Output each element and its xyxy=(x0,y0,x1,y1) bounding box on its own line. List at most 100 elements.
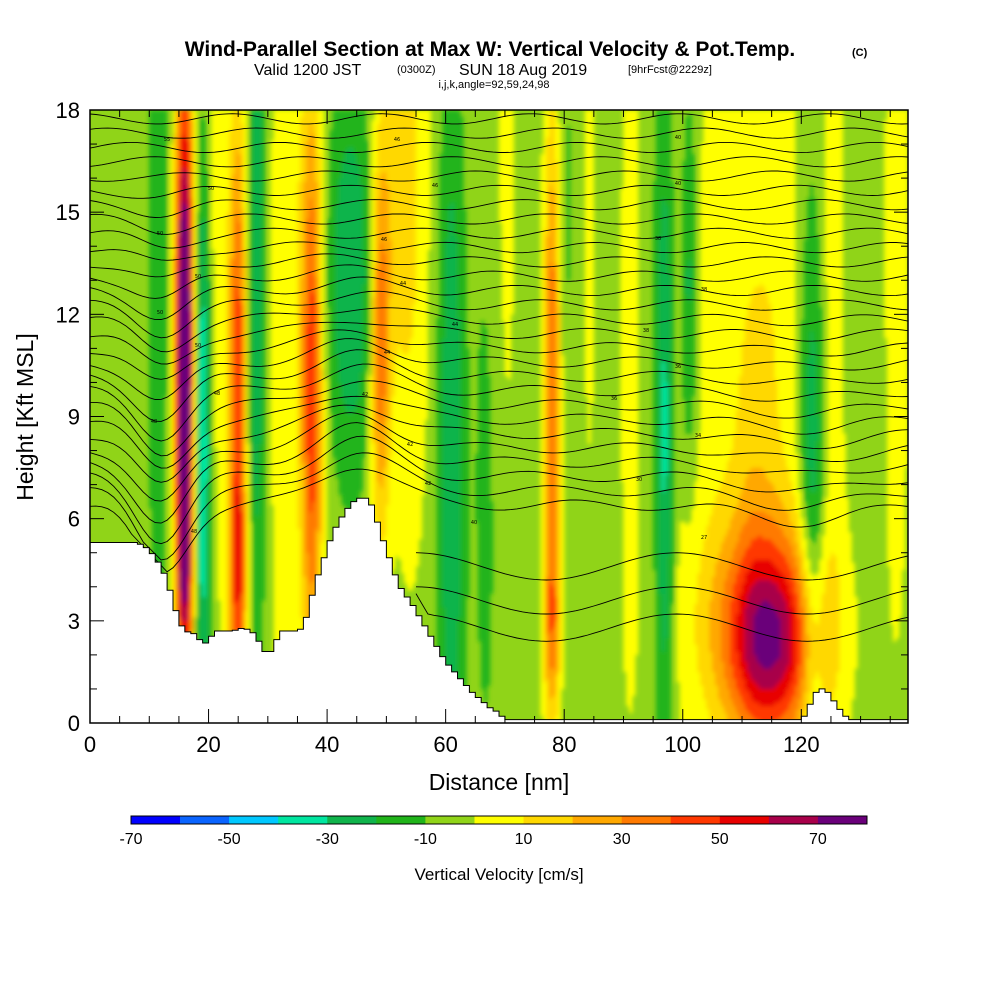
contour-label: 36 xyxy=(611,396,617,402)
colorbar-swatch xyxy=(817,816,868,824)
theta-contour xyxy=(90,404,908,483)
x-tick-label: 40 xyxy=(315,732,339,757)
contour-label: 40 xyxy=(471,520,477,526)
x-tick-label: 100 xyxy=(664,732,701,757)
colorbar-swatch xyxy=(474,816,524,824)
colorbar-swatch xyxy=(180,816,230,824)
contour-label: 46 xyxy=(381,237,387,243)
contour-label: 55 xyxy=(164,137,170,143)
contour-label: 50 xyxy=(208,186,214,192)
theta-contour xyxy=(90,127,908,139)
theta-contour xyxy=(90,290,908,339)
chart-title: Wind-Parallel Section at Max W: Vertical… xyxy=(185,38,796,61)
colorbar-swatch xyxy=(572,816,622,824)
plot-area: 55 50 50 50 50 50 48 48 48 46 46 46 44 44 44 42 42 42 40 40… xyxy=(90,110,908,723)
theta-contour xyxy=(90,113,908,125)
contour-label: 48 xyxy=(151,419,157,425)
colorbar-tick-label: 50 xyxy=(711,831,729,848)
grid-indices-label: i,j,k,angle=92,59,24,98 xyxy=(438,79,549,91)
colorbar-tick-label: -50 xyxy=(218,831,241,848)
x-axis-label: Distance [nm] xyxy=(429,769,570,795)
contour-label: 50 xyxy=(157,231,163,237)
theta-contour xyxy=(90,253,908,278)
theta-contour xyxy=(90,276,908,321)
theta-contour xyxy=(90,363,908,442)
theta-contour xyxy=(90,321,908,365)
copyright-mark: (C) xyxy=(852,47,868,59)
contour-label: 42 xyxy=(407,442,413,448)
forecast-label: [9hrFcst@2229z] xyxy=(628,64,712,76)
valid-time-utc: (0300Z) xyxy=(397,64,436,76)
theta-contour xyxy=(90,452,908,561)
contour-label: 46 xyxy=(432,183,438,189)
valid-time-date: SUN 18 Aug 2019 xyxy=(459,62,587,79)
colorbar-frame xyxy=(130,815,868,825)
contour-label: 48 xyxy=(191,529,197,535)
contour-label: 44 xyxy=(384,350,390,356)
theta-contour xyxy=(90,199,908,218)
theta-contour xyxy=(90,264,908,299)
colorbar-tick-label: 10 xyxy=(515,831,533,848)
colorbar-tick-label: -30 xyxy=(316,831,339,848)
theta-contour xyxy=(415,593,908,642)
y-tick-label: 18 xyxy=(56,98,80,123)
theta-contour xyxy=(90,468,908,573)
contour-label: 27 xyxy=(701,535,707,541)
contour-label: 42 xyxy=(425,481,431,487)
theta-contour xyxy=(415,552,908,581)
contour-label: 50 xyxy=(195,274,201,280)
contour-label: 50 xyxy=(195,343,201,349)
theta-contour xyxy=(90,380,908,457)
contour-label: 38 xyxy=(701,287,707,293)
y-tick-label: 15 xyxy=(56,200,80,225)
theta-contour xyxy=(130,110,883,111)
theta-contour xyxy=(90,422,908,524)
colorbar-swatch xyxy=(670,816,721,824)
contour-label: 38 xyxy=(643,328,649,334)
colorbar-tick-label: 70 xyxy=(809,831,827,848)
y-tick-label: 0 xyxy=(68,711,80,736)
contour-label: 36 xyxy=(675,364,681,370)
x-tick-label: 20 xyxy=(196,732,220,757)
colorbar-tick-label: -10 xyxy=(414,831,437,848)
colorbar-swatch xyxy=(621,816,672,824)
contour-label: 40 xyxy=(675,181,681,187)
colorbar-swatch xyxy=(719,816,770,824)
theta-contour xyxy=(90,241,908,261)
theta-contour xyxy=(90,170,908,182)
y-tick-label: 3 xyxy=(68,609,80,634)
theta-contour xyxy=(90,412,908,502)
contour-label: 30 xyxy=(636,477,642,483)
contour-label: 46 xyxy=(394,137,400,143)
contour-label: 44 xyxy=(400,281,406,287)
theta-contour xyxy=(90,156,908,168)
theta-contour xyxy=(415,586,908,615)
x-tick-label: 60 xyxy=(433,732,457,757)
colorbar-swatch xyxy=(327,816,377,824)
colorbar-swatch xyxy=(768,816,819,824)
theta-contour xyxy=(90,329,908,380)
colorbar: -70 -50 -30 -10 10 30 50 70 xyxy=(119,815,868,848)
x-tick-label: 120 xyxy=(783,732,820,757)
colorbar-label: Vertical Velocity [cm/s] xyxy=(414,865,583,884)
contour-label: 42 xyxy=(362,392,368,398)
contour-label: 40 xyxy=(675,135,681,141)
x-tick-label: 0 xyxy=(84,732,96,757)
theta-contour xyxy=(90,213,908,235)
y-axis-label: Height [Kft MSL] xyxy=(12,333,38,500)
contour-label: 34 xyxy=(695,433,701,439)
theta-contour xyxy=(90,338,908,400)
colorbar-swatch xyxy=(425,816,475,824)
y-tick-label: 6 xyxy=(68,507,80,532)
colorbar-swatch xyxy=(376,816,426,824)
colorbar-tick-label: -70 xyxy=(119,831,142,848)
terrain-mask xyxy=(90,497,908,723)
colorbar-swatch xyxy=(523,816,573,824)
colorbar-swatch xyxy=(229,816,279,824)
colorbar-swatch xyxy=(131,816,181,824)
contour-label: 44 xyxy=(452,322,458,328)
theta-contour xyxy=(90,307,908,353)
contour-label: 38 xyxy=(655,236,661,242)
